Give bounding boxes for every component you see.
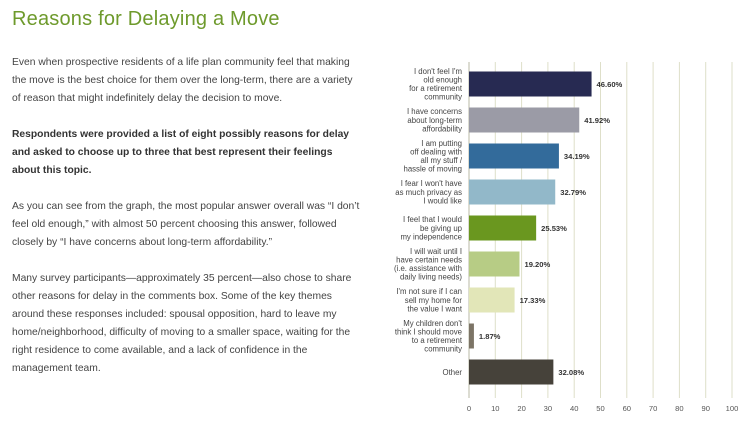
category-label: community	[424, 345, 462, 354]
x-tick-label: 0	[467, 404, 471, 413]
value-label: 32.79%	[560, 188, 586, 197]
value-label: 1.87%	[479, 332, 501, 341]
category-label: off dealing with	[410, 148, 462, 157]
value-label: 46.60%	[597, 80, 623, 89]
category-label: as much privacy as	[395, 188, 462, 197]
method-paragraph: Respondents were provided a list of eigh…	[12, 129, 350, 176]
x-tick-label: 50	[596, 404, 604, 413]
bar	[469, 323, 474, 349]
bar	[469, 143, 559, 169]
category-label: (i.e. assistance with	[394, 264, 462, 273]
category-label: for a retirement	[409, 84, 463, 93]
x-tick-label: 10	[491, 404, 499, 413]
bar	[469, 251, 520, 277]
category-label: to a retirement	[412, 336, 463, 345]
category-label: my independence	[400, 232, 462, 241]
category-label: all my stuff /	[421, 156, 463, 165]
bar	[469, 215, 537, 241]
x-tick-label: 90	[701, 404, 709, 413]
category-label: Other	[443, 368, 463, 377]
findings-paragraph: As you can see from the graph, the most …	[12, 201, 360, 248]
x-tick-label: 60	[623, 404, 631, 413]
x-tick-label: 80	[675, 404, 683, 413]
value-label: 25.53%	[541, 224, 567, 233]
category-label: be giving up	[420, 224, 463, 233]
category-label: I have concerns	[407, 107, 462, 116]
category-label: old enough	[423, 76, 462, 85]
category-label: I will wait until I	[410, 247, 462, 256]
bar	[469, 359, 554, 385]
bar	[469, 287, 515, 313]
category-label: I am putting	[421, 139, 462, 148]
x-tick-label: 40	[570, 404, 578, 413]
category-label: the value I want	[407, 304, 462, 313]
x-tick-label: 100	[726, 404, 739, 413]
category-label: have certain needs	[396, 256, 462, 265]
bar	[469, 71, 592, 97]
category-label: I don't feel I'm	[414, 67, 462, 76]
x-tick-label: 70	[649, 404, 657, 413]
category-label: hassle of moving	[403, 165, 462, 174]
category-label: My children don't	[403, 319, 463, 328]
page-title: Reasons for Delaying a Move	[12, 8, 280, 30]
value-label: 17.33%	[520, 296, 546, 305]
category-label: sell my home for	[405, 296, 463, 305]
x-tick-label: 30	[544, 404, 552, 413]
comments-paragraph: Many survey participants—approximately 3…	[12, 273, 352, 374]
category-label: community	[424, 93, 462, 102]
category-label: I would like	[423, 196, 462, 205]
category-label: think I should move	[395, 328, 462, 337]
category-label: daily living needs)	[400, 273, 462, 282]
category-label: about long-term	[407, 116, 462, 125]
value-label: 32.08%	[558, 368, 584, 377]
category-label: I feel that I would	[403, 215, 462, 224]
intro-paragraph: Even when prospective residents of a lif…	[12, 57, 353, 104]
bar	[469, 107, 580, 133]
value-label: 34.19%	[564, 152, 590, 161]
value-label: 19.20%	[524, 260, 550, 269]
value-label: 41.92%	[584, 116, 610, 125]
bar	[469, 179, 556, 205]
category-label: affordability	[422, 124, 462, 133]
body-text: Even when prospective residents of a lif…	[12, 54, 362, 396]
x-tick-label: 20	[517, 404, 525, 413]
category-label: I fear I won't have	[401, 179, 462, 188]
category-label: I'm not sure if I can	[396, 287, 462, 296]
